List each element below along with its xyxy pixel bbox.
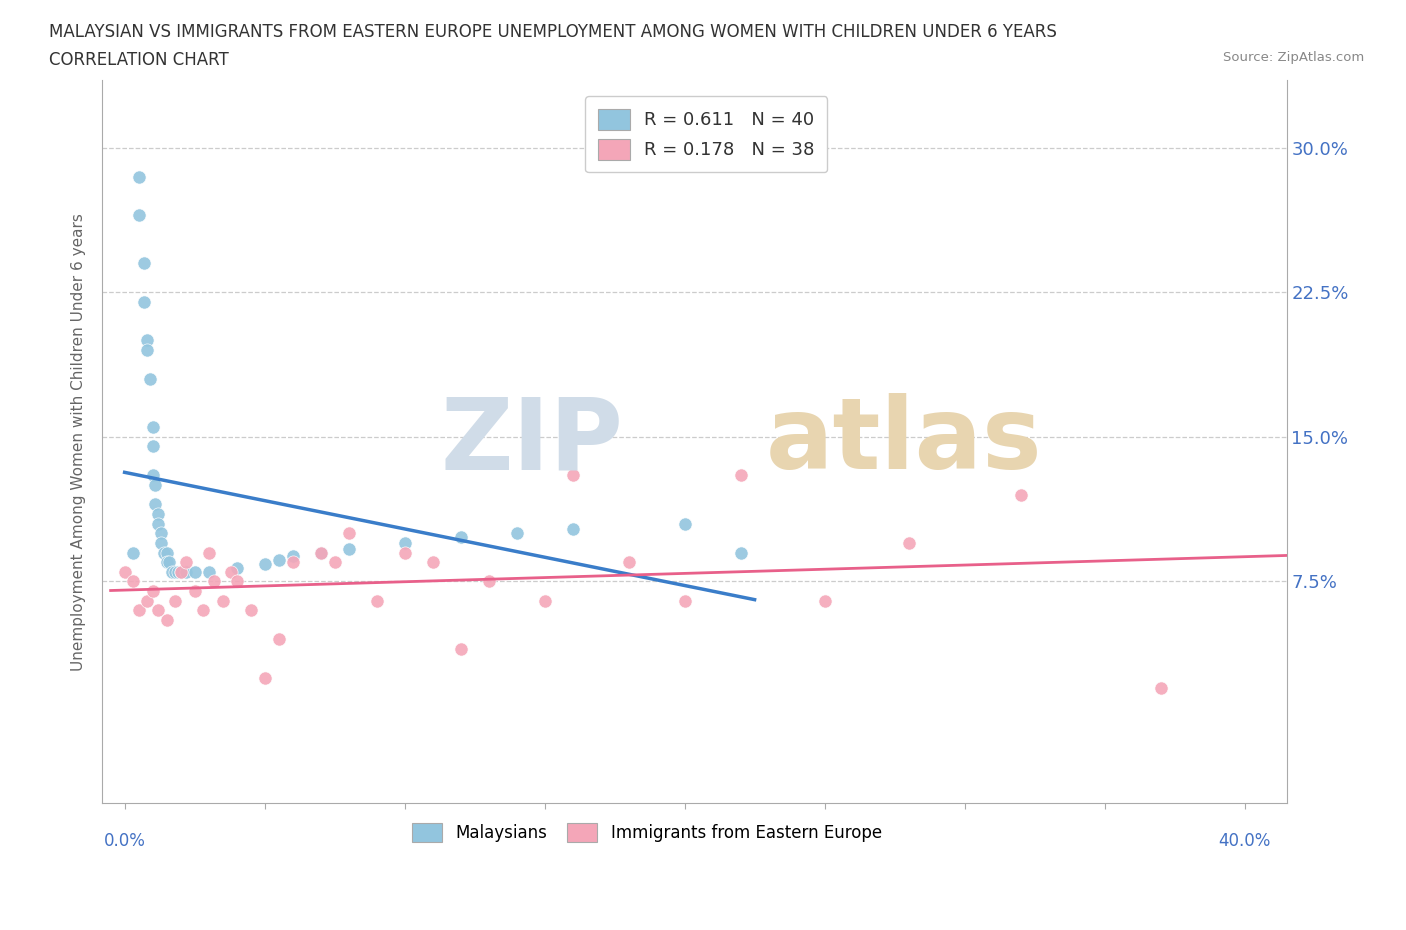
Point (239, 603, 262, 618)
Point (157, 555, 180, 570)
Point (202, 574, 225, 589)
Point (155, 545, 177, 560)
Point (897, 536, 920, 551)
Point (145, 497, 167, 512)
Point (561, 468, 583, 483)
Text: ZIP: ZIP (440, 393, 623, 490)
Text: MALAYSIAN VS IMMIGRANTS FROM EASTERN EUROPE UNEMPLOYMENT AMONG WOMEN WITH CHILDR: MALAYSIAN VS IMMIGRANTS FROM EASTERN EUR… (49, 23, 1057, 41)
Point (136, 333, 159, 348)
Point (169, 565, 191, 579)
Point (225, 561, 247, 576)
Point (197, 565, 219, 579)
Point (478, 574, 501, 589)
Point (134, 295, 156, 310)
Point (337, 525, 360, 540)
Point (183, 584, 205, 599)
Point (142, 468, 165, 483)
Point (561, 522, 583, 537)
Point (394, 545, 416, 560)
Point (163, 593, 186, 608)
Point (281, 555, 304, 570)
Point (166, 565, 188, 579)
Point (191, 603, 214, 618)
Point (422, 555, 444, 570)
Point (673, 593, 696, 608)
Point (128, 207, 150, 222)
Y-axis label: Unemployment Among Women with Children Under 6 years: Unemployment Among Women with Children U… (72, 213, 86, 671)
Point (142, 584, 165, 599)
Point (337, 541, 360, 556)
Point (155, 555, 177, 570)
Point (122, 574, 145, 589)
Point (150, 525, 173, 540)
Point (163, 565, 186, 579)
Point (128, 169, 150, 184)
Point (673, 516, 696, 531)
Point (183, 565, 205, 579)
Point (309, 545, 332, 560)
Point (142, 419, 165, 434)
Text: Source: ZipAtlas.com: Source: ZipAtlas.com (1223, 51, 1364, 64)
Point (366, 593, 388, 608)
Point (148, 507, 170, 522)
Point (730, 468, 752, 483)
Point (450, 530, 472, 545)
Point (617, 555, 640, 570)
Point (114, 565, 136, 579)
Point (134, 256, 156, 271)
Point (174, 555, 197, 570)
Point (142, 439, 165, 454)
Point (813, 593, 835, 608)
Point (211, 593, 233, 608)
Point (505, 525, 527, 540)
Point (197, 545, 219, 560)
Point (1010, 487, 1032, 502)
Point (136, 593, 159, 608)
Text: CORRELATION CHART: CORRELATION CHART (49, 51, 229, 69)
Point (136, 342, 159, 357)
Point (533, 593, 555, 608)
Text: 0.0%: 0.0% (104, 832, 146, 850)
Point (160, 565, 183, 579)
Point (225, 574, 247, 589)
Point (267, 552, 290, 567)
Point (394, 536, 416, 551)
Point (253, 557, 276, 572)
Point (219, 565, 242, 579)
Point (148, 603, 170, 618)
Point (281, 549, 304, 564)
Point (122, 545, 145, 560)
Point (155, 613, 177, 628)
Point (139, 372, 162, 387)
Point (153, 545, 176, 560)
Point (450, 642, 472, 657)
Point (174, 565, 197, 579)
Text: 40.0%: 40.0% (1219, 832, 1271, 850)
Point (253, 671, 276, 685)
Point (309, 545, 332, 560)
Point (150, 536, 173, 551)
Point (730, 545, 752, 560)
Point (169, 565, 191, 579)
Point (145, 478, 167, 493)
Point (128, 603, 150, 618)
Point (267, 631, 290, 646)
Point (148, 516, 170, 531)
Text: atlas: atlas (765, 393, 1042, 490)
Point (323, 555, 346, 570)
Point (1149, 680, 1171, 695)
Legend: Malaysians, Immigrants from Eastern Europe: Malaysians, Immigrants from Eastern Euro… (405, 817, 889, 849)
